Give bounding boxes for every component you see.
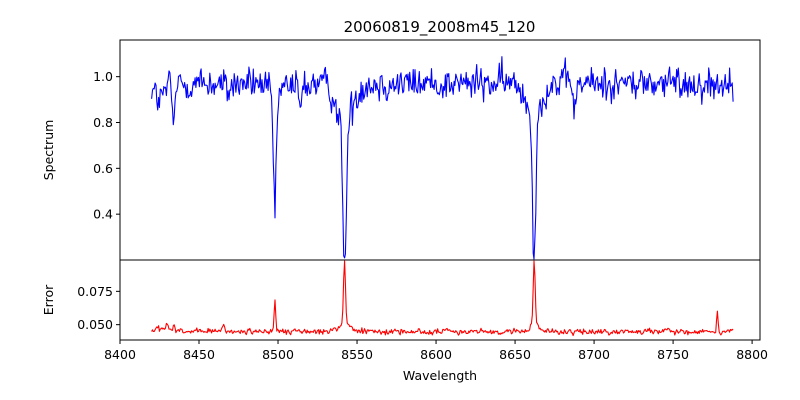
error-panel: 0.050 0.075 Error [41, 260, 734, 337]
spectrum-y-tick-label: 0.8 [93, 115, 113, 130]
x-tick-label: 8450 [183, 347, 215, 362]
error-series-line [151, 260, 734, 337]
x-axis-label: Wavelength [403, 368, 477, 383]
spectrum-y-tick-label: 1.0 [93, 69, 113, 84]
x-tick-label: 8650 [499, 347, 531, 362]
x-tick-label: 8750 [657, 347, 689, 362]
error-frame [119, 259, 761, 341]
spectrum-y-tick-label: 0.6 [93, 161, 113, 176]
x-tick-label: 8700 [578, 347, 610, 362]
spectrum-frame [119, 39, 761, 261]
spectrum-series-line [151, 56, 734, 260]
x-tick-label: 8800 [736, 347, 768, 362]
spectrum-y-ticks: 0.4 0.6 0.8 1.0 [93, 69, 120, 222]
spectrum-y-label: Spectrum [41, 120, 56, 181]
x-tick-label: 8550 [341, 347, 373, 362]
error-y-tick-label: 0.050 [77, 317, 113, 332]
spectrum-panel: 0.4 0.6 0.8 1.0 Spectrum [41, 56, 734, 260]
x-tick-label: 8600 [420, 347, 452, 362]
chart-title: 20060819_2008m45_120 [344, 18, 536, 37]
error-y-label: Error [41, 284, 56, 315]
x-axis-ticks: 8400 8450 8500 8550 8600 8650 8700 8750 8800 [104, 340, 768, 362]
error-y-tick-label: 0.075 [77, 284, 113, 299]
error-y-ticks: 0.050 0.075 [77, 284, 120, 332]
spectrum-y-tick-label: 0.4 [93, 207, 113, 222]
x-tick-label: 8500 [262, 347, 294, 362]
x-tick-label: 8400 [104, 347, 136, 362]
